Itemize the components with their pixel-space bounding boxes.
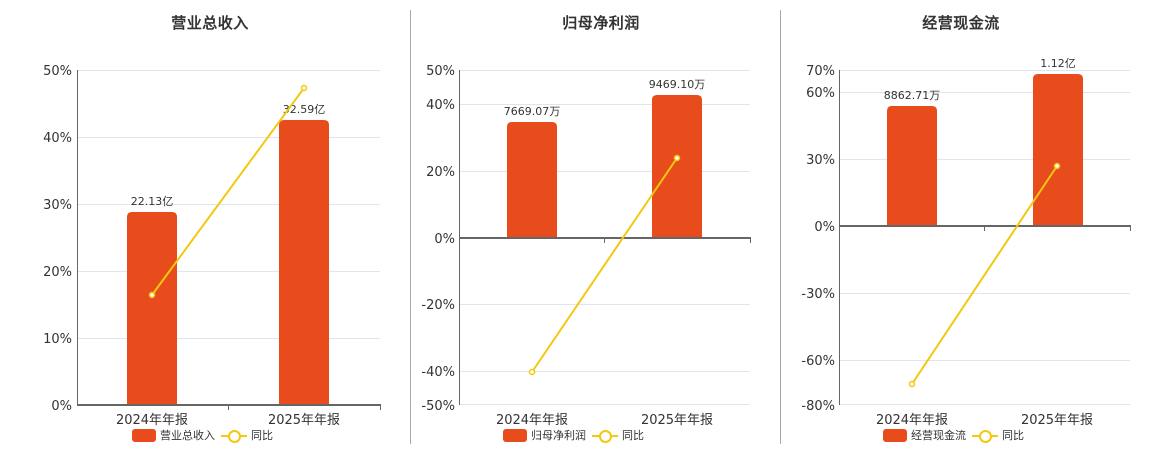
yoy-line xyxy=(911,165,1058,385)
yoy-point[interactable] xyxy=(673,154,681,162)
y-tick: -50% xyxy=(421,399,455,414)
line-marker-icon xyxy=(221,429,247,443)
y-tick: 50% xyxy=(43,64,72,79)
legend-item-bar[interactable]: 经营现金流 xyxy=(883,427,966,443)
bar-2025[interactable] xyxy=(1033,74,1083,226)
y-tick: 50% xyxy=(426,64,455,79)
x-tick: 2025年年报 xyxy=(1021,413,1093,428)
x-tick: 2025年年报 xyxy=(641,413,713,428)
bar-value-label: 1.12亿 xyxy=(1040,57,1076,70)
yoy-point[interactable] xyxy=(300,84,308,92)
bar-swatch-icon xyxy=(132,428,156,442)
yoy-point[interactable] xyxy=(148,291,156,299)
bar-2024[interactable] xyxy=(507,122,557,238)
y-tick: -30% xyxy=(801,287,835,302)
x-tick: 2024年年报 xyxy=(876,413,948,428)
bar-value-label: 22.13亿 xyxy=(131,195,174,208)
bar-2025[interactable] xyxy=(279,120,329,405)
chart-panel-net-profit: 归母净利润 50% 40% 20% 0% -20% -40% -50% 7669… xyxy=(421,14,751,443)
chart-title: 营业总收入 xyxy=(171,14,249,32)
line-marker-icon xyxy=(972,429,998,443)
yoy-point[interactable] xyxy=(528,368,536,376)
y-tick: -80% xyxy=(801,399,835,414)
y-tick: 0% xyxy=(434,232,455,247)
chart-plot: 50% 40% 20% 0% -20% -40% -50% 7669.07万 9… xyxy=(421,64,751,428)
yoy-line xyxy=(151,87,305,296)
y-tick: 0% xyxy=(814,220,835,235)
y-tick: 60% xyxy=(806,86,835,101)
yoy-point[interactable] xyxy=(1053,162,1061,170)
chart-panel-revenue: 营业总收入 50% 40% 30% 20% 10% 0% 22.13亿 32.5… xyxy=(0,0,410,450)
x-tick: 2024年年报 xyxy=(116,413,188,428)
legend-item-line[interactable]: 同比 xyxy=(221,427,273,443)
y-tick: 70% xyxy=(806,64,835,79)
legend-item-bar[interactable]: 营业总收入 xyxy=(132,427,215,443)
x-tick: 2024年年报 xyxy=(496,413,568,428)
yoy-point[interactable] xyxy=(908,380,916,388)
legend: 营业总收入 同比 xyxy=(132,427,273,443)
x-tick: 2025年年报 xyxy=(268,413,340,428)
bar-value-label: 32.59亿 xyxy=(283,103,326,116)
bar-value-label: 7669.07万 xyxy=(504,105,561,118)
bar-2025[interactable] xyxy=(652,95,702,238)
legend-item-bar[interactable]: 归母净利润 xyxy=(503,427,586,443)
y-tick: -40% xyxy=(421,365,455,380)
y-tick: 30% xyxy=(806,153,835,168)
legend: 经营现金流 同比 xyxy=(883,427,1024,443)
y-tick: 0% xyxy=(51,399,72,414)
y-tick: -60% xyxy=(801,354,835,369)
y-tick: -20% xyxy=(421,298,455,313)
legend: 归母净利润 同比 xyxy=(503,427,644,443)
bar-swatch-icon xyxy=(883,428,907,442)
bar-value-label: 9469.10万 xyxy=(649,78,706,91)
panel-divider xyxy=(410,10,411,444)
legend-item-line[interactable]: 同比 xyxy=(972,427,1024,443)
line-marker-icon xyxy=(592,429,618,443)
panel-divider xyxy=(780,10,781,444)
chart-title: 归母净利润 xyxy=(562,14,640,32)
y-tick: 40% xyxy=(43,131,72,146)
bar-swatch-icon xyxy=(503,428,527,442)
legend-item-line[interactable]: 同比 xyxy=(592,427,644,443)
y-tick: 10% xyxy=(43,332,72,347)
chart-title: 经营现金流 xyxy=(922,14,1000,32)
bar-value-label: 8862.71万 xyxy=(884,89,941,102)
yoy-line xyxy=(531,157,678,373)
y-tick: 30% xyxy=(43,198,72,213)
y-tick: 20% xyxy=(426,165,455,180)
y-tick: 40% xyxy=(426,98,455,113)
bar-2024[interactable] xyxy=(127,212,177,405)
bar-2024[interactable] xyxy=(887,106,937,226)
y-tick: 20% xyxy=(43,265,72,280)
chart-plot: 50% 40% 30% 20% 10% 0% 22.13亿 32.59亿 202… xyxy=(43,64,381,428)
